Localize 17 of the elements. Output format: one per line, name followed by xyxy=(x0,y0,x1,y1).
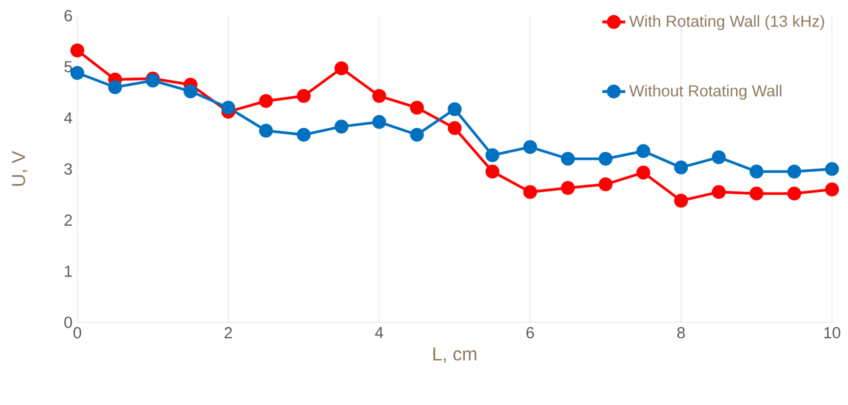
y-tick-label: 6 xyxy=(64,10,72,22)
x-tick-label: 10 xyxy=(824,327,840,338)
y-tick-label: 0 xyxy=(64,316,72,328)
y-tick-label: 2 xyxy=(64,214,72,226)
x-tick-label: 8 xyxy=(677,327,685,338)
x-tick-label: 0 xyxy=(74,327,82,338)
y-tick-label: 3 xyxy=(64,163,72,175)
x-axis-title: L, cm xyxy=(433,348,476,363)
y-tick-label: 1 xyxy=(64,266,72,277)
y-tick-label: 5 xyxy=(64,61,72,72)
y-axis-title: U, V xyxy=(12,150,28,186)
legend-label: With Rotating Wall (13 kHz) xyxy=(629,15,824,30)
x-tick-label: 6 xyxy=(526,327,534,338)
y-tick-label: 4 xyxy=(64,112,72,124)
x-tick-label: 4 xyxy=(375,327,384,338)
legend-label: Without Rotating Wall xyxy=(629,84,782,100)
x-tick-label: 2 xyxy=(224,327,232,338)
